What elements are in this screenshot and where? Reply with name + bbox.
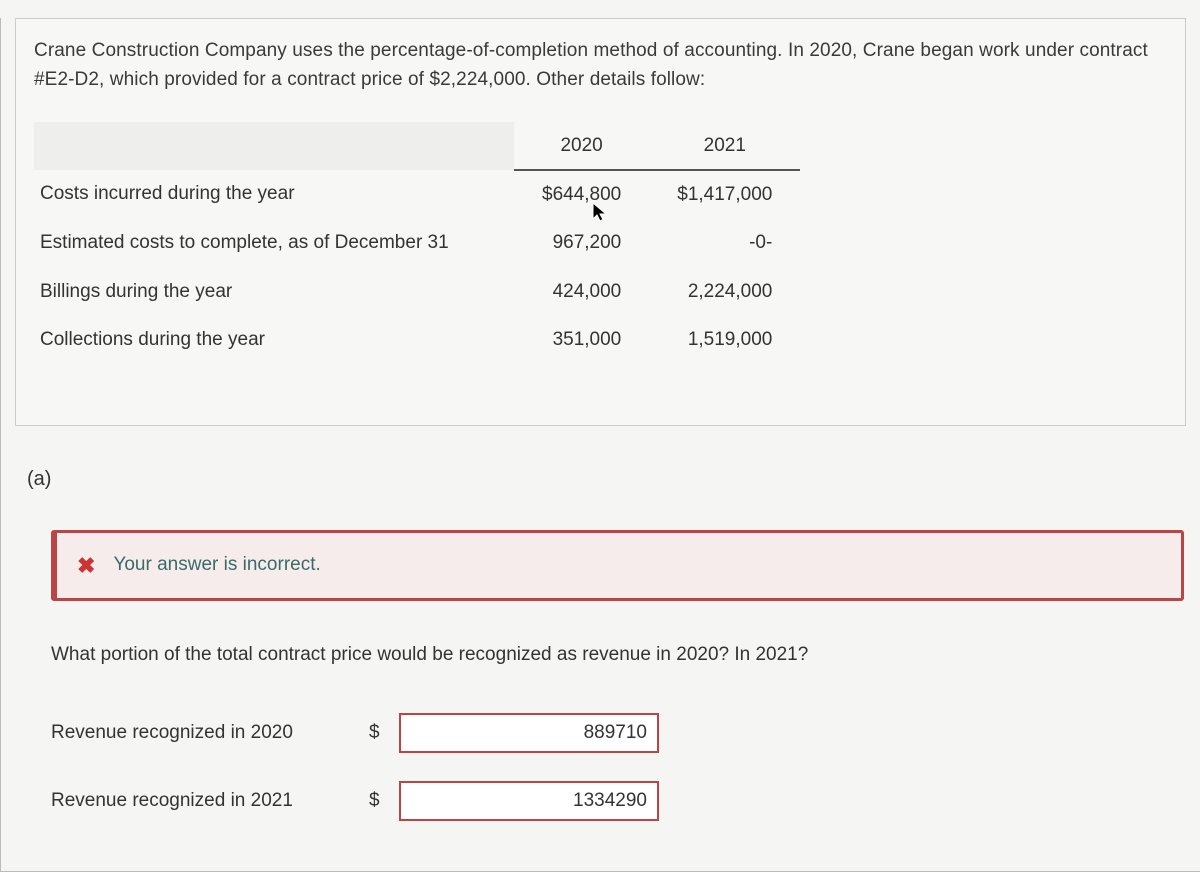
problem-text: Crane Construction Company uses the perc…: [34, 37, 1167, 94]
table-header-row: 2020 2021: [34, 122, 800, 170]
revenue-2020-input[interactable]: [399, 713, 659, 753]
row-value-2020: $644,800: [514, 170, 649, 220]
row-value-2021: 1,519,000: [649, 316, 800, 365]
incorrect-icon: ✖: [77, 549, 95, 582]
problem-box: Crane Construction Company uses the perc…: [15, 18, 1186, 426]
table-header-2021: 2021: [649, 122, 800, 170]
table-row: Collections during the year 351,000 1,51…: [34, 316, 800, 365]
table-row: Costs incurred during the year $644,800 …: [34, 170, 800, 220]
currency-symbol: $: [369, 787, 381, 816]
answer-label-2020: Revenue recognized in 2020: [51, 719, 351, 748]
page: Crane Construction Company uses the perc…: [0, 18, 1200, 872]
row-value-2021: -0-: [649, 219, 800, 268]
row-label: Collections during the year: [34, 316, 514, 365]
row-value-2020: 424,000: [514, 268, 649, 317]
answer-label-2021: Revenue recognized in 2021: [51, 787, 351, 816]
row-value-2020: 967,200: [514, 219, 649, 268]
row-label: Costs incurred during the year: [34, 170, 514, 220]
row-value-2020: 351,000: [514, 316, 649, 365]
answer-row-2020: Revenue recognized in 2020 $: [51, 713, 1200, 753]
table-header-blank: [34, 122, 514, 170]
question-text: What portion of the total contract price…: [51, 641, 1200, 670]
part-label: (a): [27, 464, 1200, 494]
table-row: Billings during the year 424,000 2,224,0…: [34, 268, 800, 317]
data-table: 2020 2021 Costs incurred during the year…: [34, 122, 800, 365]
table-row: Estimated costs to complete, as of Decem…: [34, 219, 800, 268]
feedback-box: ✖ Your answer is incorrect.: [51, 530, 1184, 601]
row-label: Billings during the year: [34, 268, 514, 317]
feedback-text: Your answer is incorrect.: [113, 551, 320, 580]
row-value-2021: 2,224,000: [649, 268, 800, 317]
answer-row-2021: Revenue recognized in 2021 $: [51, 781, 1200, 821]
currency-symbol: $: [369, 719, 381, 748]
row-label: Estimated costs to complete, as of Decem…: [34, 219, 514, 268]
revenue-2021-input[interactable]: [399, 781, 659, 821]
table-header-2020: 2020: [514, 122, 649, 170]
row-value-2021: $1,417,000: [649, 170, 800, 220]
answer-rows: Revenue recognized in 2020 $ Revenue rec…: [51, 713, 1200, 821]
